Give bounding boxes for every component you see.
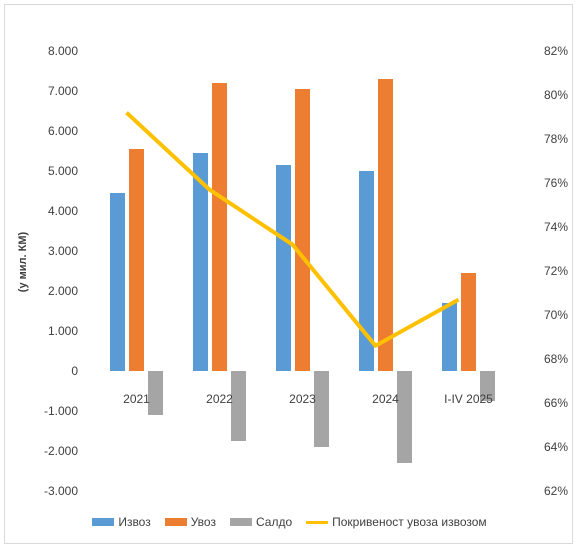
x-tick-label: 2022 [206, 392, 233, 406]
legend-item-import: Увоз [164, 515, 216, 529]
coverage-line [125, 111, 460, 348]
y-tick-label: 4.000 [48, 204, 78, 218]
y2-tick-label: 76% [544, 176, 568, 190]
legend-swatch-balance [229, 518, 252, 526]
bar-import [295, 89, 310, 371]
bar-export [359, 171, 374, 371]
legend-label-coverage: Покривеност увоза извозом [332, 515, 487, 529]
coverage-line-path [125, 111, 460, 348]
y-tick-label: 3.000 [48, 244, 78, 258]
x-tick-label: I-IV 2025 [444, 392, 493, 406]
y-tick-label: 0 [71, 364, 78, 378]
y2-tick-label: 66% [544, 396, 568, 410]
y-tick-label: 1.000 [48, 324, 78, 338]
y-tick-label: 7.000 [48, 84, 78, 98]
y2-tick-label: 70% [544, 308, 568, 322]
y-tick-label: 8.000 [48, 44, 78, 58]
y2-tick-label: 68% [544, 352, 568, 366]
legend-swatch-coverage [306, 520, 329, 524]
legend-label-balance: Салдо [255, 515, 293, 529]
bar-balance [231, 371, 246, 441]
x-axis: 2021 2022 2023 2024 I-IV 2025 [123, 392, 493, 406]
legend-swatch-export [92, 518, 115, 526]
legend-swatch-import [164, 518, 187, 526]
y2-tick-label: 64% [544, 440, 568, 454]
bar-import [212, 83, 227, 371]
y2-tick-label: 82% [544, 44, 568, 58]
y2-tick-label: 80% [544, 88, 568, 102]
y-tick-label: -2.000 [44, 444, 78, 458]
y-axis-right: 82% 80% 78% 76% 74% 72% 70% 68% 66% 64% 62% [544, 44, 568, 498]
bar-export [110, 193, 125, 371]
bar-balance [148, 371, 163, 415]
y-tick-label: 2.000 [48, 284, 78, 298]
y2-tick-label: 62% [544, 484, 568, 498]
y2-tick-label: 72% [544, 264, 568, 278]
bar-export [442, 303, 457, 371]
y2-tick-label: 78% [544, 132, 568, 146]
y-tick-label: 5.000 [48, 164, 78, 178]
bar-export [276, 165, 291, 371]
x-tick-label: 2024 [372, 392, 399, 406]
bar-balance [397, 371, 412, 463]
legend-label-export: Извоз [118, 515, 151, 529]
x-tick-label: 2023 [289, 392, 316, 406]
y-axis-left: 8.000 7.000 6.000 5.000 4.000 3.000 2.000 1.000… [44, 44, 78, 498]
y2-tick-label: 74% [544, 220, 568, 234]
y-tick-label: 6.000 [48, 124, 78, 138]
bar-import [378, 79, 393, 371]
bar-export [193, 153, 208, 371]
legend-item-balance: Салдо [229, 515, 293, 529]
bar-import [129, 149, 144, 371]
legend-label-import: Увоз [190, 515, 216, 529]
legend-item-coverage: Покривеност увоза извозом [306, 515, 487, 529]
bar-import [461, 273, 476, 371]
bars [110, 79, 495, 463]
y-tick-label: -3.000 [44, 484, 78, 498]
y-axis-title: (у мил. КМ) [17, 231, 29, 292]
legend-item-export: Извоз [92, 515, 151, 529]
bar-balance [480, 371, 495, 401]
legend: Извоз Увоз Салдо Покривеност увоза извоз… [0, 512, 579, 532]
x-tick-label: 2021 [123, 392, 150, 406]
y-tick-label: -1.000 [44, 404, 78, 418]
bar-balance [314, 371, 329, 447]
